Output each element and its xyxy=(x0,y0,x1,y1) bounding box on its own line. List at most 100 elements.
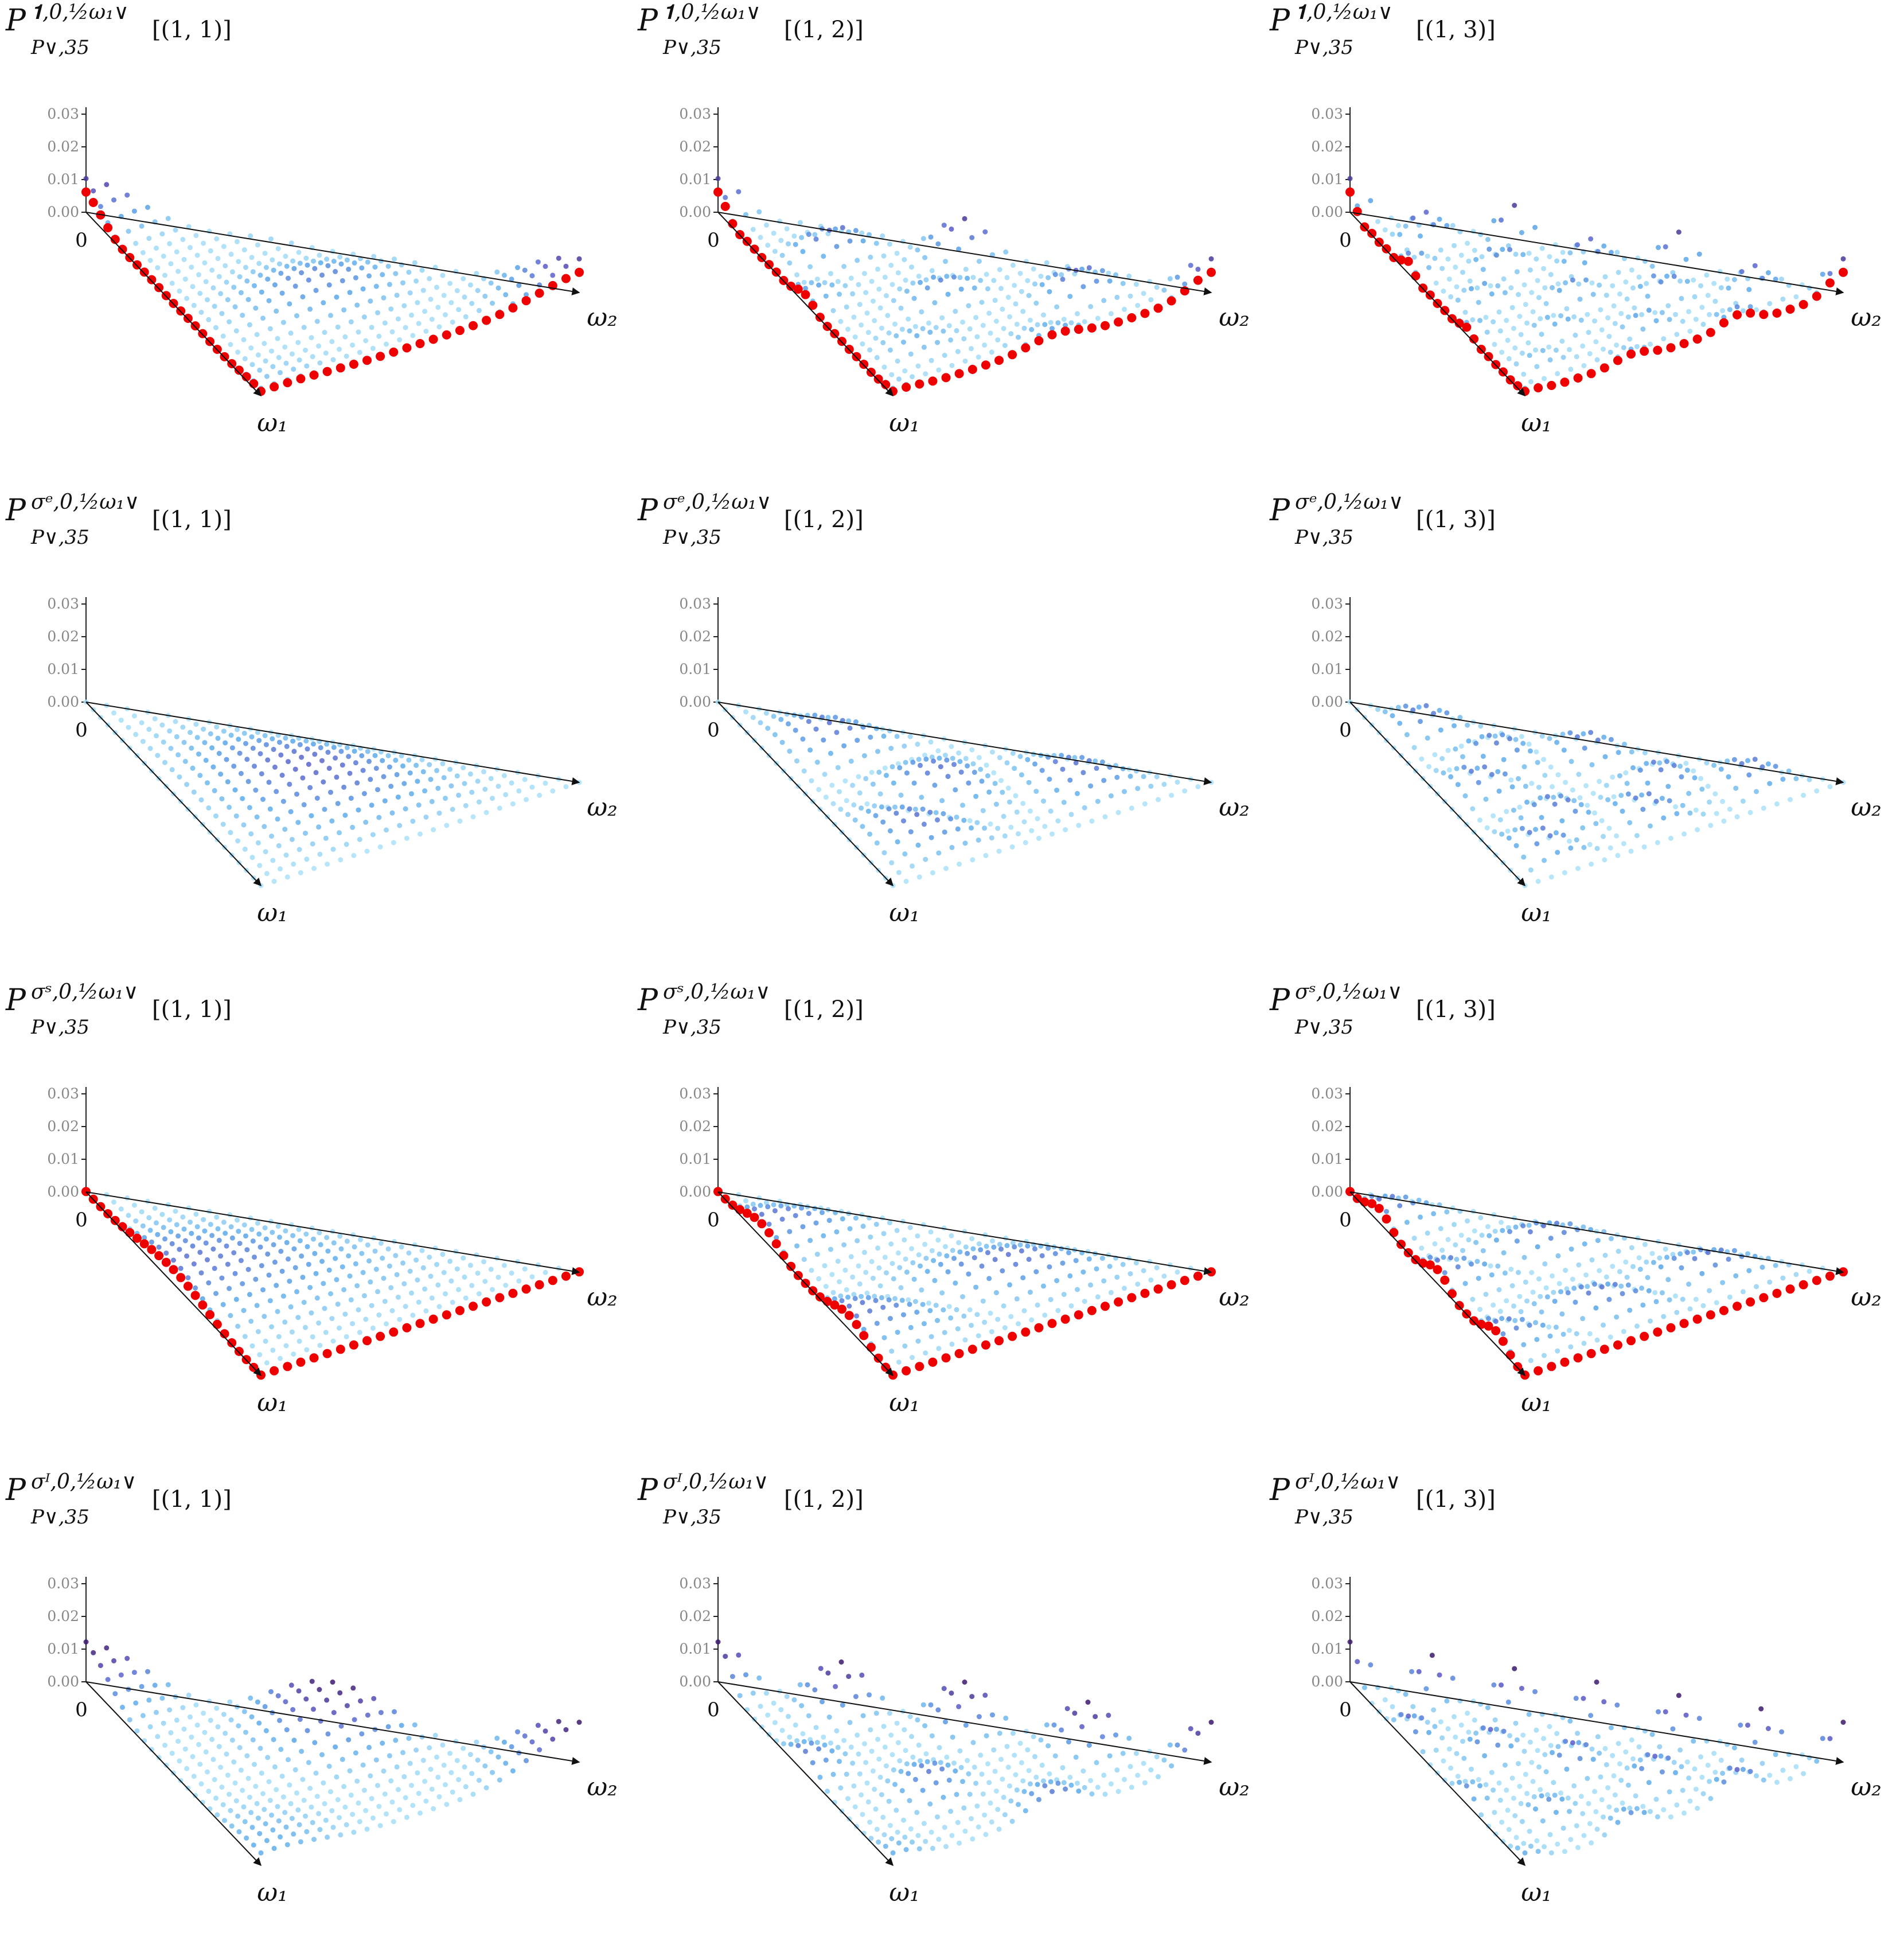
data-point xyxy=(1680,1296,1686,1302)
data-point xyxy=(1534,749,1539,755)
data-point xyxy=(1504,1787,1509,1793)
data-point xyxy=(1500,1838,1506,1844)
data-point xyxy=(960,1294,965,1300)
data-point xyxy=(1167,276,1173,282)
data-point xyxy=(890,1850,896,1856)
data-point xyxy=(1516,292,1521,297)
data-point xyxy=(1088,783,1094,789)
data-point xyxy=(1712,791,1718,797)
data-point xyxy=(1563,780,1569,785)
data-point xyxy=(967,326,973,332)
data-point xyxy=(474,1739,479,1745)
data-point xyxy=(1432,255,1438,261)
data-point xyxy=(993,1788,999,1794)
data-point xyxy=(924,770,930,776)
data-point xyxy=(191,1261,197,1267)
data-point xyxy=(262,824,267,829)
data-point xyxy=(868,734,873,740)
data-point xyxy=(407,1268,413,1274)
data-point xyxy=(263,1728,269,1733)
data-point xyxy=(1079,1724,1085,1729)
data-point xyxy=(1472,1717,1477,1723)
data-point xyxy=(353,1261,358,1267)
data-point xyxy=(1597,1751,1602,1756)
data-point xyxy=(205,1769,210,1775)
z-tick-label: 0.03 xyxy=(1311,1085,1343,1102)
data-point xyxy=(1518,332,1524,337)
data-point xyxy=(1561,259,1567,264)
data-point xyxy=(1679,295,1684,301)
data-point xyxy=(435,785,441,791)
data-point xyxy=(1543,301,1549,306)
surface-points xyxy=(83,1639,582,1856)
data-point xyxy=(1055,1308,1061,1314)
boundary-point xyxy=(1626,1336,1636,1346)
data-point xyxy=(918,279,923,285)
data-point xyxy=(1514,1737,1520,1743)
data-point xyxy=(325,1731,331,1737)
data-point xyxy=(860,238,866,244)
data-point xyxy=(1544,794,1550,800)
boundary-point xyxy=(1140,1288,1150,1298)
data-point xyxy=(215,256,221,262)
boundary-point xyxy=(110,1215,120,1225)
data-point xyxy=(1135,1772,1141,1778)
data-point xyxy=(311,866,317,871)
data-point xyxy=(957,759,963,765)
data-point xyxy=(715,1639,721,1645)
boundary-point xyxy=(1411,1255,1421,1264)
data-point xyxy=(133,1700,139,1706)
data-point xyxy=(175,1739,181,1744)
data-point xyxy=(1541,1223,1546,1229)
data-point xyxy=(758,1203,763,1208)
data-point xyxy=(1705,293,1711,298)
boundary-point xyxy=(1193,1271,1203,1281)
data-point xyxy=(1621,1328,1626,1334)
data-point xyxy=(212,1265,217,1271)
data-point xyxy=(1452,243,1457,248)
data-point xyxy=(277,1234,282,1240)
data-point xyxy=(879,1295,884,1300)
data-point xyxy=(556,1719,561,1724)
data-point xyxy=(210,1756,216,1762)
data-point xyxy=(1021,1788,1027,1794)
data-point xyxy=(271,1242,276,1248)
data-point xyxy=(395,316,401,322)
data-point xyxy=(1410,707,1416,713)
data-point xyxy=(979,299,985,305)
data-point xyxy=(357,1330,362,1335)
data-point xyxy=(1827,271,1833,276)
data-point xyxy=(848,1744,854,1750)
data-point xyxy=(1195,266,1201,272)
data-point xyxy=(1023,1808,1028,1814)
data-point xyxy=(1536,1276,1542,1282)
data-point xyxy=(467,1752,473,1758)
data-point xyxy=(235,1323,241,1329)
data-point xyxy=(1496,309,1502,315)
data-point xyxy=(431,827,436,832)
data-point xyxy=(979,1771,985,1777)
boundary-point xyxy=(349,1340,358,1350)
data-point xyxy=(867,232,872,237)
data-point xyxy=(912,1299,918,1304)
boundary-point xyxy=(1180,1276,1189,1285)
data-point xyxy=(154,733,159,739)
data-point xyxy=(1605,1281,1611,1287)
data-point xyxy=(269,1812,274,1818)
data-point xyxy=(765,243,771,248)
data-point xyxy=(501,1262,507,1268)
data-point xyxy=(1497,328,1503,334)
data-point xyxy=(325,263,331,268)
data-point xyxy=(289,1329,295,1335)
data-point xyxy=(461,1745,466,1751)
data-point xyxy=(845,1295,851,1300)
boundary-point xyxy=(1719,318,1729,328)
data-point xyxy=(996,1826,1002,1832)
data-point xyxy=(847,1226,853,1232)
data-point xyxy=(1482,1261,1488,1267)
title-superscript: σᴵ,0,½ω₁∨ xyxy=(1295,1470,1401,1494)
data-point xyxy=(1616,270,1621,275)
title-subscript: P∨,35 xyxy=(31,1016,89,1039)
data-point xyxy=(215,735,221,741)
